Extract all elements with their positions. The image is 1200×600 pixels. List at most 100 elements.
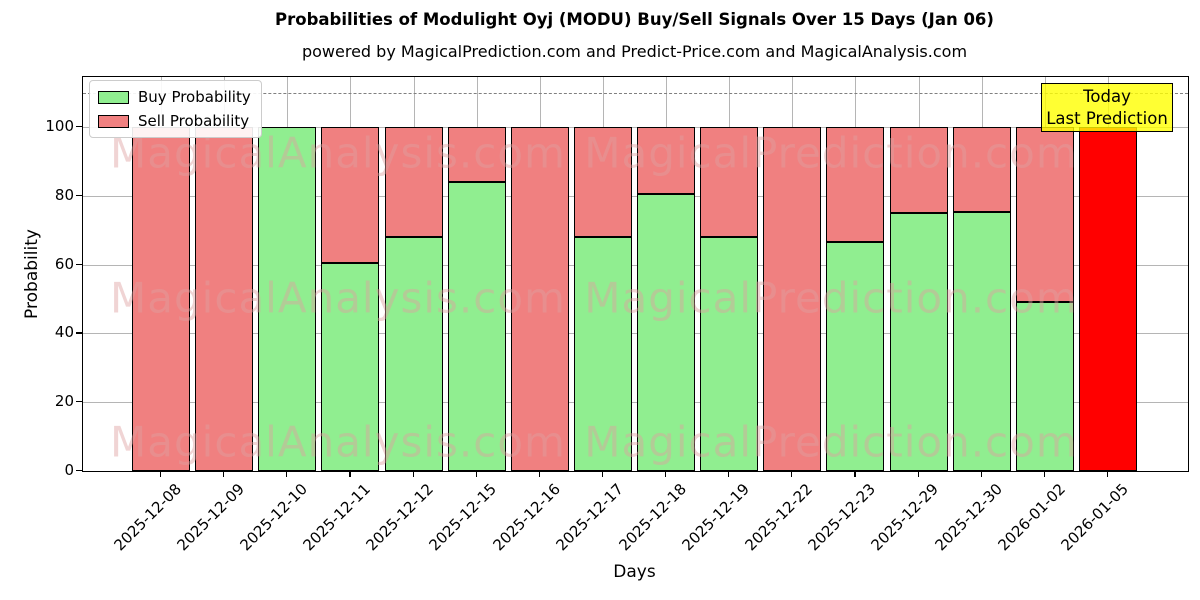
x-tick-label: 2025-12-11	[299, 480, 375, 555]
bar-segment-sell	[763, 127, 822, 471]
legend-label-sell: Sell Probability	[138, 112, 250, 130]
bar-segment-buy	[1015, 302, 1074, 471]
bar-2025-12-16	[510, 127, 569, 471]
x-tick	[980, 471, 982, 477]
bar-segment-sell	[573, 127, 632, 237]
today-annotation: Today Last Prediction	[1041, 83, 1173, 132]
buy-swatch-icon	[98, 90, 129, 104]
bar-segment-sell	[700, 127, 759, 237]
x-tick-label: 2025-12-09	[173, 480, 248, 555]
x-tick-label: 2026-01-05	[1057, 480, 1132, 555]
bar-2025-12-19	[700, 127, 759, 471]
x-tick	[665, 471, 667, 477]
x-tick	[223, 471, 225, 477]
x-tick	[1106, 471, 1109, 477]
chart-subtitle: powered by MagicalPrediction.com and Pre…	[301, 42, 968, 61]
x-tick	[1043, 471, 1045, 477]
legend-item-buy: Buy Probability	[98, 88, 251, 106]
bar-segment-buy	[826, 242, 885, 471]
x-tick	[286, 471, 288, 477]
y-tick	[76, 194, 82, 196]
x-tick-label: 2025-12-22	[741, 480, 817, 555]
x-tick	[854, 471, 856, 477]
bar-2025-12-10	[258, 127, 317, 471]
bar-2025-12-08	[132, 127, 190, 471]
bar-segment-buy	[700, 237, 759, 471]
bar-2025-12-29	[889, 127, 948, 471]
legend-label-buy: Buy Probability	[138, 88, 251, 106]
x-tick-label: 2025-12-23	[804, 480, 880, 555]
bar-segment-buy	[384, 237, 443, 471]
y-tick	[76, 401, 82, 403]
bar-segment-sell	[447, 127, 506, 182]
x-tick	[412, 471, 414, 477]
bar-2025-12-18	[637, 127, 696, 471]
bar-segment-sell	[637, 127, 696, 194]
bar-2025-12-23	[826, 127, 885, 471]
bar-segment-sell	[1015, 127, 1074, 302]
bar-segment-buy	[447, 182, 506, 471]
x-tick-label: 2025-12-19	[678, 480, 753, 555]
x-tick-label: 2025-12-12	[362, 480, 438, 555]
bar-2025-12-11	[321, 127, 380, 471]
y-tick	[76, 332, 82, 334]
bar-2025-12-30	[952, 127, 1011, 471]
bar-segment-buy	[321, 263, 380, 471]
bar-2025-12-12	[384, 127, 443, 471]
y-gridline	[83, 195, 1188, 197]
x-tick	[538, 471, 540, 477]
y-tick-label: 80	[54, 185, 74, 204]
y-tick	[76, 470, 82, 472]
y-tick-label: 40	[54, 323, 74, 342]
bar-segment-sell	[510, 127, 569, 471]
bar-2025-12-15	[447, 127, 506, 471]
annotation-line-today: Today	[1083, 86, 1131, 106]
y-gridline	[83, 264, 1188, 266]
bar-segment-sell	[384, 127, 443, 237]
y-tick-label: 60	[54, 254, 74, 273]
x-tick-label: 2025-12-16	[489, 480, 564, 555]
annotation-line-last-prediction: Last Prediction	[1046, 108, 1168, 128]
plot-area: MagicalAnalysis.com MagicalPrediction.com…	[82, 76, 1189, 472]
bar-2025-12-09	[195, 127, 254, 471]
x-tick-label: 2025-12-30	[931, 480, 1006, 555]
x-tick	[917, 471, 919, 477]
bar-segment-buy	[637, 194, 696, 471]
x-tick-label: 2025-12-29	[867, 480, 943, 555]
bar-segment-buy	[573, 237, 632, 471]
bar-segment-buy	[258, 127, 317, 471]
bar-segment-sell	[826, 127, 885, 242]
x-tick	[475, 471, 477, 477]
x-tick-label: 2025-12-17	[552, 480, 627, 555]
y-tick	[76, 263, 82, 265]
x-tick-label: 2025-12-15	[426, 480, 501, 555]
bar-2025-12-22	[763, 127, 822, 471]
bar-2025-12-17	[573, 127, 632, 471]
y-tick	[76, 126, 82, 128]
legend-item-sell: Sell Probability	[98, 112, 251, 130]
x-tick	[728, 471, 730, 477]
threshold-dashed-line	[83, 92, 1188, 94]
sell-swatch-icon	[98, 114, 129, 128]
bar-segment-sell	[889, 127, 948, 213]
x-tick-label: 2025-12-10	[236, 480, 311, 555]
bar-segment-sell	[132, 127, 190, 471]
x-tick	[160, 471, 162, 477]
x-tick	[349, 471, 351, 477]
bar-segment-sell	[321, 127, 380, 263]
bar-segment-sell	[952, 127, 1011, 212]
y-tick-label: 100	[45, 117, 74, 135]
bar-segment-buy	[889, 213, 948, 471]
y-gridline	[83, 127, 1188, 128]
bar-segment-sell	[195, 127, 254, 471]
bar-segment-sell	[1078, 127, 1137, 471]
chart-title: Probabilities of Modulight Oyj (MODU) Bu…	[275, 10, 994, 29]
bar-2026-01-05	[1078, 127, 1137, 471]
bar-segment-buy	[952, 212, 1011, 471]
x-axis-label: Days	[613, 562, 656, 582]
y-tick-label: 20	[54, 392, 74, 411]
legend: Buy Probability Sell Probability	[89, 80, 262, 138]
y-gridline	[83, 333, 1188, 335]
y-tick-label: 0	[64, 461, 74, 479]
